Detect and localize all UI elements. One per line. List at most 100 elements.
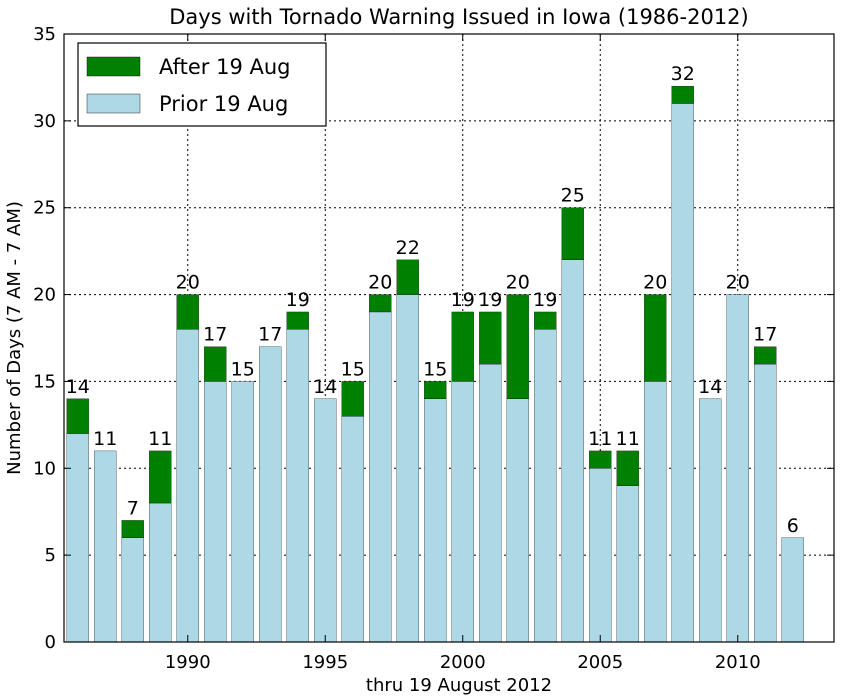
- y-tick-label: 20: [33, 285, 56, 306]
- bar-prior-2002: [506, 398, 529, 643]
- bar-total-label-1995: 14: [313, 376, 337, 398]
- legend-label-prior: Prior 19 Aug: [159, 92, 288, 116]
- bar-prior-1987: [94, 450, 117, 643]
- bar-total-label-2001: 19: [478, 289, 502, 311]
- y-tick-label: 0: [45, 632, 56, 653]
- y-tick-label: 35: [33, 24, 56, 45]
- bar-total-label-1994: 19: [286, 289, 310, 311]
- plot-frame: [63, 33, 835, 643]
- bar-prior-1995: [314, 398, 337, 643]
- bar-total-label-1992: 15: [231, 358, 255, 380]
- bar-prior-2007: [644, 381, 667, 643]
- bar-total-label-1998: 22: [396, 237, 420, 259]
- bars: [66, 85, 804, 643]
- bar-total-label-1993: 17: [258, 324, 282, 346]
- bar-after-2002: [506, 294, 529, 399]
- bar-prior-2010: [726, 294, 749, 643]
- x-tick-label: 1990: [165, 652, 211, 673]
- legend-swatch-prior: [86, 93, 141, 114]
- bar-after-1988: [121, 520, 144, 538]
- bar-after-2008: [671, 85, 694, 104]
- bar-prior-2003: [534, 329, 557, 643]
- bar-prior-1993: [259, 346, 282, 643]
- x-tick-label: 2005: [577, 652, 623, 673]
- x-tick-label: 2010: [715, 652, 761, 673]
- y-axis-label: Number of Days (7 AM - 7 AM): [4, 201, 25, 475]
- bar-after-1996: [341, 381, 364, 417]
- bar-after-2007: [644, 294, 667, 382]
- y-tick-label: 15: [33, 371, 56, 392]
- x-tick-label: 2000: [440, 652, 486, 673]
- bar-after-1997: [369, 294, 392, 313]
- legend: After 19 Aug Prior 19 Aug: [77, 42, 327, 127]
- bar-prior-2008: [671, 103, 694, 643]
- bar-total-label-2000: 19: [451, 289, 475, 311]
- bar-total-label-1999: 15: [423, 358, 447, 380]
- bar-total-label-1988: 7: [127, 497, 139, 519]
- bar-total-label-2007: 20: [643, 272, 667, 294]
- bar-total-label-2003: 19: [533, 289, 557, 311]
- bar-prior-2012: [781, 537, 804, 643]
- bar-total-label-2005: 11: [588, 428, 612, 450]
- bar-total-label-2004: 25: [561, 185, 585, 207]
- bar-total-label-1990: 20: [176, 272, 200, 294]
- bar-total-label-1996: 15: [341, 358, 365, 380]
- bar-prior-1997: [369, 311, 392, 643]
- bar-prior-1996: [341, 416, 364, 643]
- y-axis: 0 5 10 15 20 25 30 35: [33, 24, 834, 653]
- chart-title: Days with Tornado Warning Issued in Iowa…: [169, 5, 748, 29]
- bar-prior-2011: [754, 363, 777, 643]
- legend-label-after: After 19 Aug: [159, 55, 291, 79]
- bar-prior-2000: [451, 381, 474, 643]
- bar-total-label-1997: 20: [368, 272, 392, 294]
- bar-after-2006: [616, 450, 639, 486]
- bar-total-label-1989: 11: [148, 428, 172, 450]
- bar-prior-1991: [204, 381, 227, 643]
- bar-prior-1999: [424, 398, 447, 643]
- x-tick-label: 1995: [302, 652, 348, 673]
- bar-prior-1998: [396, 294, 419, 643]
- bar-total-label-1991: 17: [203, 324, 227, 346]
- bar-prior-1986: [66, 433, 89, 643]
- bar-after-1999: [424, 381, 447, 399]
- y-tick-label: 5: [45, 545, 56, 566]
- bar-prior-1992: [231, 381, 254, 643]
- bar-total-label-1987: 11: [93, 428, 117, 450]
- bar-after-1994: [286, 311, 309, 330]
- bar-after-1986: [66, 398, 89, 434]
- bar-after-1989: [149, 450, 172, 504]
- bar-total-label-2010: 20: [726, 272, 750, 294]
- bar-prior-1988: [121, 537, 144, 643]
- bar-prior-2004: [561, 259, 584, 643]
- y-tick-label: 25: [33, 198, 56, 219]
- bar-after-2003: [534, 311, 557, 330]
- bar-after-2011: [754, 346, 777, 365]
- bar-total-label-1986: 14: [66, 376, 90, 398]
- bar-total-label-2011: 17: [753, 324, 777, 346]
- bar-after-1991: [204, 346, 227, 382]
- bar-after-1998: [396, 259, 419, 295]
- bar-after-2000: [451, 311, 474, 382]
- bar-prior-1989: [149, 502, 172, 643]
- bar-prior-1994: [286, 329, 309, 643]
- x-axis: 1990 1995 2000 2005 2010: [165, 34, 761, 673]
- bar-after-2001: [479, 311, 502, 365]
- y-tick-label: 30: [33, 111, 56, 132]
- bar-prior-2001: [479, 363, 502, 643]
- bar-prior-2009: [699, 398, 722, 643]
- bar-after-2005: [589, 450, 612, 469]
- y-tick-label: 10: [33, 458, 56, 479]
- x-axis-label: thru 19 August 2012: [366, 675, 552, 696]
- bar-prior-1990: [176, 329, 199, 643]
- bar-total-label-2006: 11: [616, 428, 640, 450]
- bar-total-label-2002: 20: [506, 272, 530, 294]
- bar-after-1990: [176, 294, 199, 330]
- bar-after-2004: [561, 207, 584, 260]
- bar-prior-2005: [589, 468, 612, 643]
- bar-total-label-2012: 6: [787, 515, 799, 537]
- bar-total-label-2008: 32: [671, 63, 695, 85]
- bar-prior-2006: [616, 485, 639, 643]
- bar-total-label-2009: 14: [698, 376, 722, 398]
